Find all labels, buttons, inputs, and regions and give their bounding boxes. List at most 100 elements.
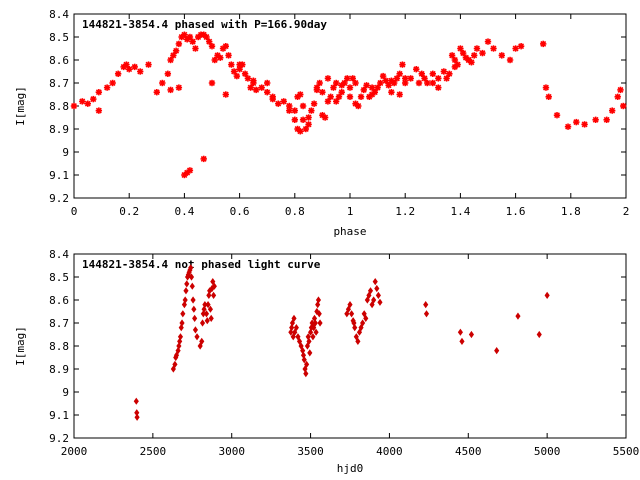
data-point [292,328,298,336]
data-point [382,77,390,84]
data-point-stroke [186,167,193,174]
data-point [211,291,217,299]
data-point [363,314,369,322]
data-point-stroke [388,77,395,84]
data-point-stroke [407,75,414,82]
y-tick-label: 9 [62,386,69,399]
data-point-stroke [244,75,251,82]
y-axis-label: I[mag] [14,326,27,366]
data-point-stroke [308,107,315,114]
data-point-stroke [592,116,599,123]
data-point [199,319,206,327]
data-point [396,91,403,98]
y-tick-label: 8.5 [49,31,69,44]
data-point-stroke [145,61,152,68]
y-tick-label: 8.7 [49,77,69,90]
data-point-stroke [449,52,456,59]
data-point-stroke [269,93,276,100]
data-point-stroke [302,126,309,132]
data-point-stroke [388,89,395,96]
data-point [269,93,276,100]
data-point [296,337,303,345]
data-point-stroke [167,57,174,63]
data-point [250,77,257,84]
data-point-stroke [280,98,287,105]
chart-panel-2: 2000 2500 3000 3500 4000 4500 5000 5500 8.4 8.5 8.… [14,248,639,475]
data-point [345,305,351,313]
y-tick-label: 8.8 [49,100,69,113]
y-tick-label: 8.5 [49,271,69,284]
data-point [423,310,430,318]
data-point [275,100,282,107]
y-tick-label: 8.4 [49,8,69,21]
data-point-stroke [324,75,331,82]
data-point-stroke [79,98,86,105]
data-point-stroke [236,66,243,73]
data-point [327,93,334,100]
y-tick-label: 9.1 [49,409,69,422]
data-point [544,291,550,299]
data-point [457,45,464,52]
data-point-stroke [164,70,171,77]
x-tick-label: 1.6 [506,205,526,218]
data-point [371,89,379,96]
data-point [592,116,599,123]
data-point [280,98,287,105]
data-point-stroke [382,77,389,84]
data-point [316,79,323,87]
data-point [573,118,580,126]
data-point [131,63,138,71]
data-point [95,89,103,96]
data-point [192,45,199,52]
data-point-stroke [123,61,130,68]
data-point [188,273,195,281]
y-tick-label: 8.6 [49,294,69,307]
data-point-stroke [115,70,122,77]
data-point [297,91,304,98]
data-point-stroke [338,82,345,89]
data-point-stroke [377,80,384,86]
data-point [186,167,194,174]
data-point [109,79,116,87]
data-point [295,333,301,341]
data-point-stroke [490,45,497,52]
chart-title: 144821-3854.4 phased with P=166.90day [82,18,327,31]
data-point-stroke [200,155,207,162]
data-point-stroke [391,80,398,86]
data-point-stroke [192,45,199,52]
data-point-stroke [209,43,215,50]
data-point [222,91,229,98]
data-point-stroke [485,38,491,45]
data-point [353,333,359,341]
data-point-stroke [228,61,235,68]
data-point [181,31,188,38]
x-axis-label: phase [333,225,366,238]
data-point [303,370,309,378]
data-point [374,284,380,293]
data-point [126,66,133,73]
data-point [346,84,354,91]
data-point-stroke [313,86,320,93]
data-point [517,43,525,50]
data-point [360,319,366,327]
data-point [352,79,359,87]
data-point [490,45,497,52]
data-point-stroke [393,75,400,82]
data-point-stroke [300,116,307,123]
data-point [289,319,296,327]
data-point-stroke [214,52,221,59]
data-point-stroke [429,80,436,86]
data-point [316,310,322,318]
y-tick-label: 8.7 [49,317,69,330]
data-point [399,61,406,68]
data-point-stroke [369,84,376,91]
data-point-stroke [349,75,356,82]
data-point [310,333,316,341]
data-point-stroke [380,73,387,80]
data-point [205,301,211,309]
data-point [603,116,610,123]
data-point-stroke [545,93,552,100]
data-point [211,282,217,290]
data-point-stroke [90,96,97,103]
data-point [153,89,160,96]
